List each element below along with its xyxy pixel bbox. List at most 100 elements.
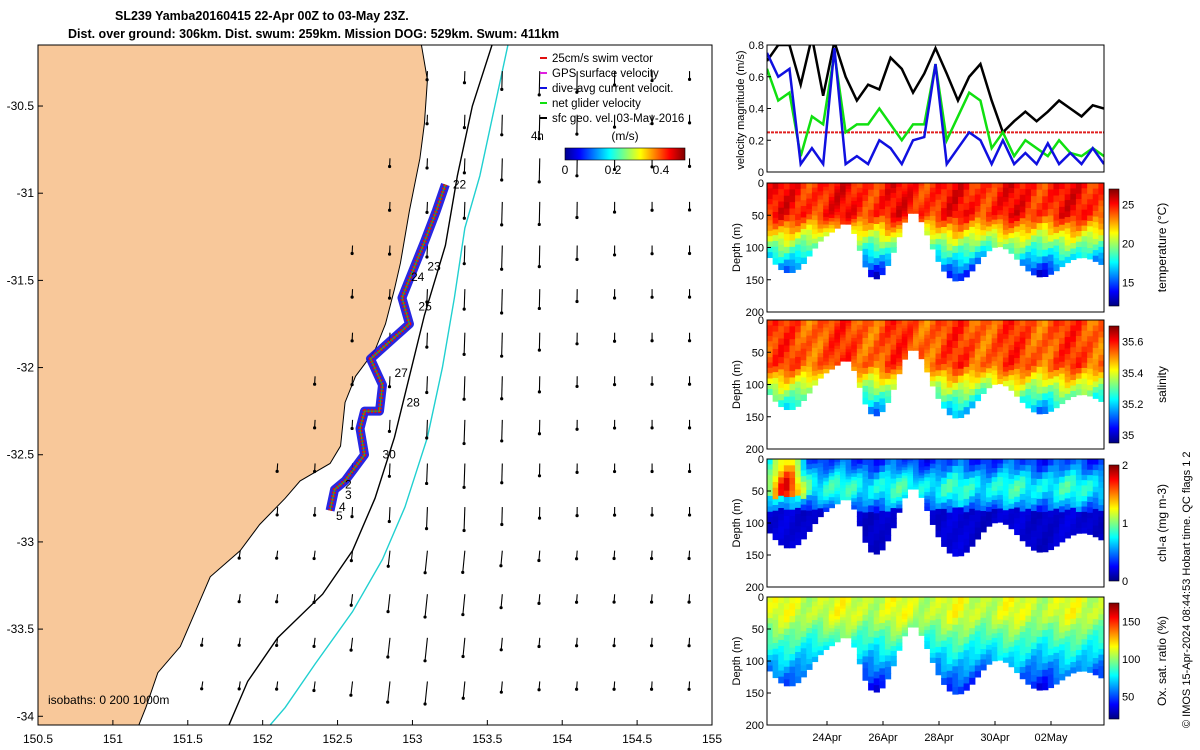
section-cell xyxy=(918,632,925,636)
geo-velocity-arrowhead xyxy=(349,559,353,563)
map-ytick-label: -30.5 xyxy=(7,99,35,113)
section-cell xyxy=(862,224,869,232)
section-cell xyxy=(789,541,796,549)
section-cell xyxy=(1030,189,1038,197)
section-cell xyxy=(1002,229,1010,236)
section-cell xyxy=(929,501,937,507)
geo-velocity-arrow xyxy=(387,681,391,703)
geo-velocity-arrowhead xyxy=(425,255,429,259)
section-cell xyxy=(845,464,852,469)
section-cell xyxy=(873,637,880,646)
section-cell xyxy=(963,256,970,265)
section-cell xyxy=(778,400,785,408)
geo-velocity-arrowhead xyxy=(275,731,278,734)
section-cell xyxy=(1008,193,1015,199)
section-cell xyxy=(1075,357,1083,364)
section-cell xyxy=(884,230,892,237)
section-cell xyxy=(946,499,953,507)
section-cell xyxy=(913,332,920,336)
section-cell xyxy=(1070,193,1077,200)
section-cell xyxy=(997,201,1004,207)
section-cell xyxy=(868,669,875,678)
section-cell xyxy=(1019,528,1026,536)
geo-velocity-arrowhead xyxy=(237,687,241,691)
section-cell xyxy=(834,215,841,219)
section-cell xyxy=(1081,511,1088,518)
section-cell xyxy=(913,616,920,619)
section-cell xyxy=(913,486,920,490)
section-cell xyxy=(952,231,959,240)
section-cell xyxy=(845,476,852,480)
section-cell xyxy=(845,614,852,618)
section-cell xyxy=(879,484,886,493)
section-cell xyxy=(969,226,976,234)
section-cell xyxy=(868,243,875,251)
section-cell xyxy=(783,259,791,267)
section-cell xyxy=(1019,523,1026,530)
section-cell xyxy=(845,634,852,639)
section-cell xyxy=(845,346,852,350)
section-cell xyxy=(957,672,965,681)
section-cell xyxy=(890,217,897,224)
section-cell xyxy=(862,597,869,604)
geo-velocity-arrowhead xyxy=(537,265,541,269)
section-cell xyxy=(817,236,824,242)
section-cell xyxy=(946,394,953,402)
geo-velocity-arrowhead xyxy=(575,384,579,389)
section-cell xyxy=(789,490,796,498)
section-cell xyxy=(969,351,976,359)
section-cell xyxy=(800,625,807,632)
section-cell xyxy=(1075,352,1083,358)
section-cell xyxy=(986,344,993,350)
section-ytick-label: 200 xyxy=(746,307,764,319)
section-cell xyxy=(1092,364,1099,371)
section-cell xyxy=(969,465,976,473)
section-cell xyxy=(823,481,830,486)
section-cell xyxy=(935,347,942,355)
section-cell xyxy=(879,267,886,276)
section-cell xyxy=(778,207,785,215)
section-cell xyxy=(1098,378,1104,385)
section-cell xyxy=(1025,326,1032,334)
section-cell xyxy=(1092,492,1099,499)
geo-velocity-arrowhead xyxy=(462,81,467,85)
section-cell xyxy=(913,198,920,201)
section-cell xyxy=(1042,183,1049,191)
section-ytick-label: 100 xyxy=(746,656,764,668)
section-cell xyxy=(1042,656,1049,664)
section-cell xyxy=(811,196,819,203)
section-cell xyxy=(823,213,830,218)
section-cell xyxy=(884,349,892,356)
section-cell xyxy=(823,361,830,366)
section-cell xyxy=(1064,188,1071,195)
section-cell xyxy=(868,236,875,244)
section-cell xyxy=(879,668,886,676)
section-cell xyxy=(1070,183,1077,190)
section-cell xyxy=(879,378,886,386)
section-cell xyxy=(1002,211,1010,217)
section-cell xyxy=(767,639,774,646)
section-cell xyxy=(840,599,847,604)
section-cell xyxy=(913,461,920,464)
section-cell xyxy=(856,358,864,364)
land-mass xyxy=(38,45,428,725)
section-cell xyxy=(1064,205,1071,212)
section-cell xyxy=(1030,537,1038,545)
section-cell xyxy=(924,492,931,497)
section-cell xyxy=(1002,629,1010,635)
section-cell xyxy=(1064,642,1071,649)
section-cell xyxy=(969,496,976,504)
section-cell xyxy=(952,245,959,254)
section-cell xyxy=(1081,209,1088,216)
section-cell xyxy=(1087,661,1094,668)
section-cell xyxy=(946,347,953,355)
section-cell xyxy=(828,610,835,615)
section-cell xyxy=(1059,620,1066,628)
section-cell xyxy=(806,607,813,614)
geo-velocity-arrowhead xyxy=(500,133,504,137)
section-cell xyxy=(1087,518,1094,525)
section-cell xyxy=(1008,661,1015,668)
section-cell xyxy=(834,500,841,505)
section-cell xyxy=(1042,269,1049,278)
section-cell xyxy=(868,472,875,480)
